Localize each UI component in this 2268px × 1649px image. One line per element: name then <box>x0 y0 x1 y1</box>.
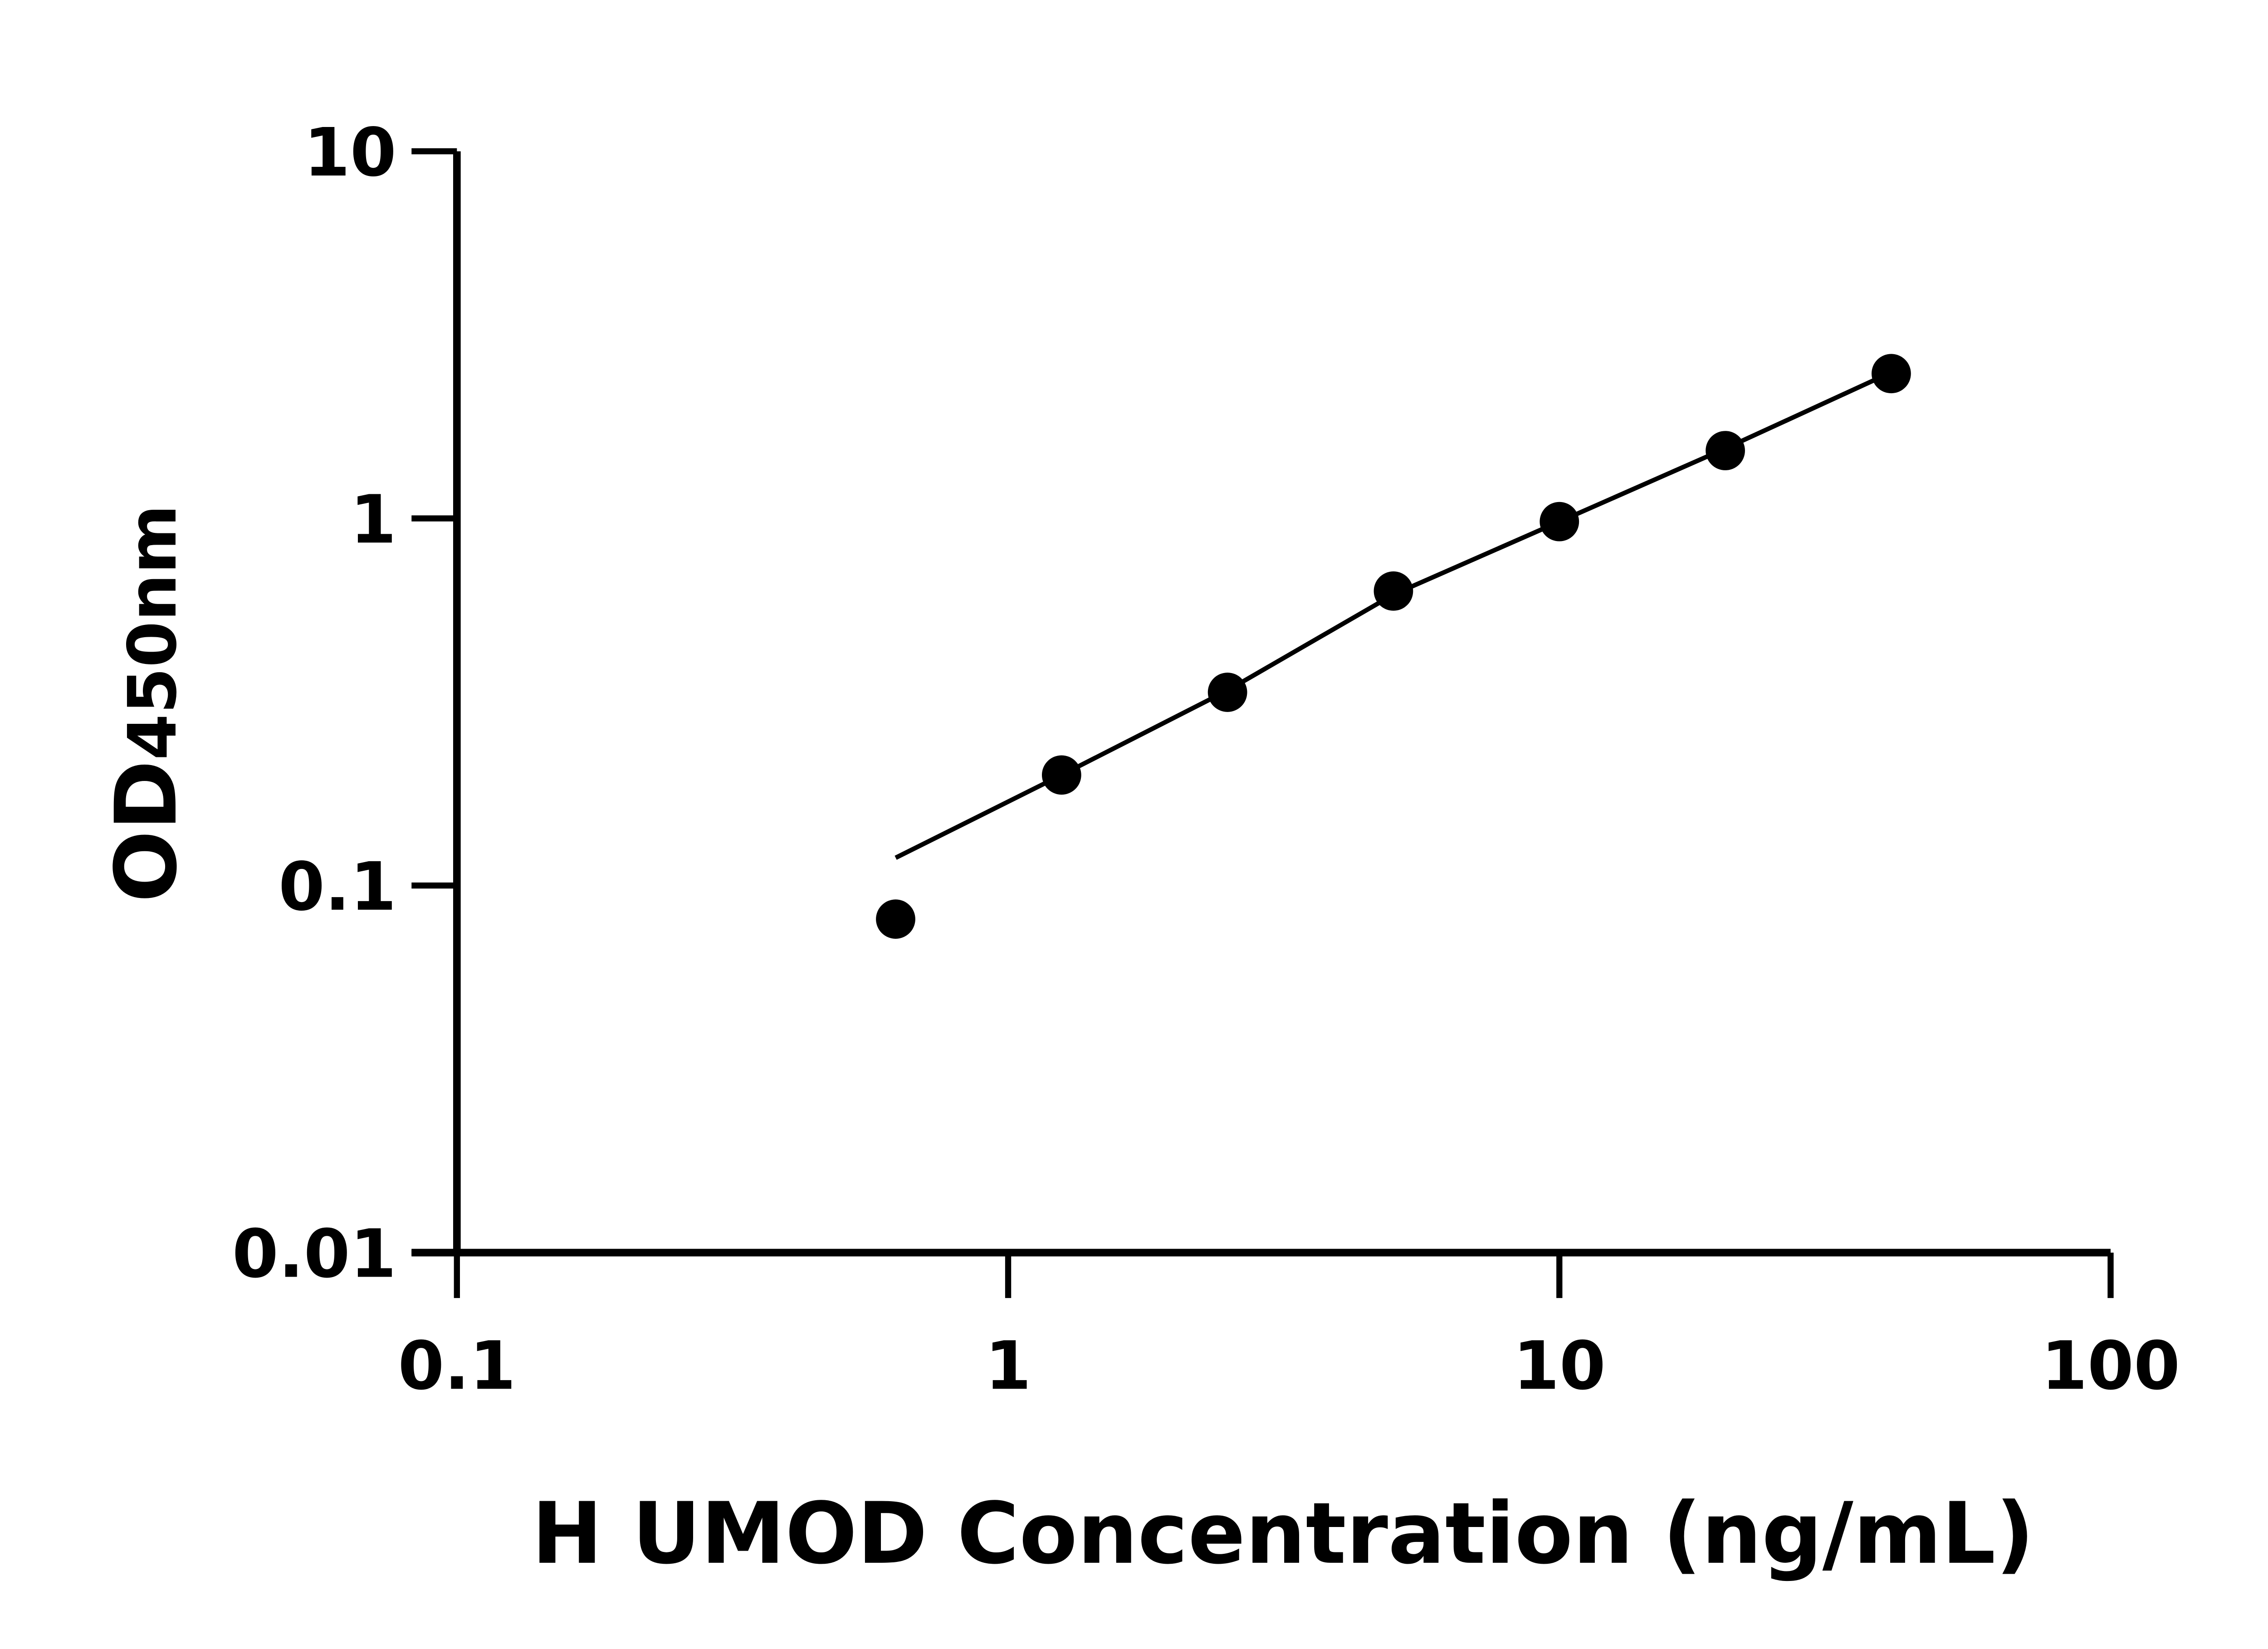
data-point <box>876 899 915 939</box>
y-axis-title: OD450nm <box>98 504 196 903</box>
x-axis-title: H UMOD Concentration (ng/mL) <box>532 1485 2034 1583</box>
data-point <box>1207 673 1247 712</box>
y-axis-title-sub: 450nm <box>114 504 191 760</box>
y-tick-label: 0.1 <box>279 848 396 926</box>
x-tick-label: 0.1 <box>398 1327 516 1405</box>
y-tick-label: 10 <box>304 114 396 191</box>
data-point <box>1540 502 1579 542</box>
data-points <box>876 354 1911 939</box>
x-tick-label: 1 <box>985 1327 1031 1405</box>
data-point <box>1872 354 1911 394</box>
y-tick-label: 0.01 <box>232 1215 396 1293</box>
axes <box>411 148 2114 1298</box>
y-tick-label: 1 <box>350 481 396 558</box>
data-point <box>1041 755 1081 795</box>
x-tick-label: 100 <box>2041 1327 2180 1405</box>
data-point <box>1706 431 1745 470</box>
y-axis-title-main: OD <box>98 760 196 903</box>
data-point <box>1374 571 1413 611</box>
x-tick-label: 10 <box>1513 1327 1606 1405</box>
